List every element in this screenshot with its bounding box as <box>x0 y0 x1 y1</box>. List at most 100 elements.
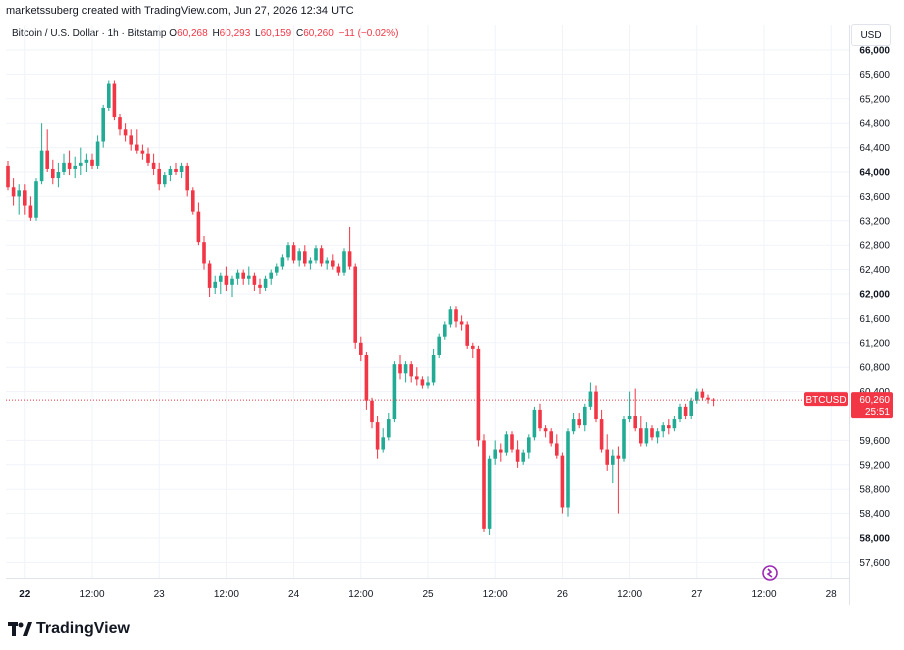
candle <box>471 342 475 359</box>
candle <box>224 266 229 291</box>
candle <box>678 403 682 423</box>
candle-body <box>426 382 430 386</box>
candle-body <box>275 266 279 273</box>
candle-body <box>56 172 61 179</box>
candle-body <box>241 272 245 279</box>
candle <box>342 248 346 276</box>
candle <box>588 382 593 410</box>
candle <box>700 388 705 401</box>
candle-body <box>219 275 223 282</box>
candle <box>73 156 77 179</box>
candle <box>627 391 632 423</box>
price-tick-label: 63,600 <box>859 192 890 203</box>
tradingview-logo[interactable]: TradingView <box>8 620 130 638</box>
candle-body <box>538 409 542 429</box>
candle-body <box>230 278 234 285</box>
candle-body <box>269 272 273 279</box>
candle <box>112 80 117 121</box>
tradingview-logo-icon <box>8 622 32 636</box>
candle <box>633 388 637 432</box>
candle-body <box>123 129 128 136</box>
candle <box>616 446 621 514</box>
candle <box>219 272 223 294</box>
candle <box>62 153 66 176</box>
low-label: L <box>255 28 261 39</box>
candle-body <box>79 162 83 166</box>
candle <box>566 428 570 517</box>
candle-body <box>599 419 604 450</box>
symbol-tag: BTCUSD <box>805 395 846 406</box>
currency-button[interactable]: USD <box>851 24 891 46</box>
price-tick-label: 59,200 <box>859 460 890 471</box>
candle <box>45 129 49 172</box>
candle-body <box>583 406 587 426</box>
time-tick-label: 12:00 <box>483 589 508 600</box>
candle <box>179 162 184 179</box>
candle <box>403 361 408 383</box>
candle-body <box>493 449 497 459</box>
candle <box>17 184 21 215</box>
candle-body <box>17 190 21 197</box>
candle-body <box>409 364 413 377</box>
candle <box>375 416 380 459</box>
candle <box>521 449 525 465</box>
candle-body <box>252 275 257 285</box>
close-value: 60,260 <box>303 28 334 39</box>
candle-body <box>179 165 184 172</box>
candle <box>118 114 122 136</box>
candle-body <box>398 364 402 374</box>
spark-icon[interactable] <box>762 565 778 581</box>
candle-body <box>510 434 514 450</box>
candle-body <box>633 416 637 429</box>
candle <box>213 275 217 294</box>
candle-body <box>314 248 318 261</box>
candle-body <box>319 248 324 264</box>
candle <box>252 272 257 291</box>
candle <box>487 455 492 535</box>
candle-body <box>101 107 105 142</box>
candle-body <box>325 260 329 264</box>
candle <box>543 425 548 438</box>
candle-body <box>700 391 705 398</box>
candle <box>599 409 604 453</box>
candle <box>515 440 520 468</box>
candle-body <box>465 324 469 346</box>
candle <box>6 161 10 191</box>
time-tick-label: 12:00 <box>348 589 373 600</box>
candle <box>639 416 643 447</box>
candle-body <box>706 397 710 400</box>
price-tick-label: 64,400 <box>859 143 890 154</box>
time-tick-label: 26 <box>557 589 569 600</box>
time-tick-label: 24 <box>288 589 300 600</box>
candle <box>241 269 245 285</box>
candle-body <box>571 419 576 432</box>
candle <box>129 129 133 151</box>
candle-body <box>202 242 206 264</box>
candle-body <box>655 431 660 438</box>
candle <box>263 275 268 291</box>
candle-body <box>622 419 626 459</box>
candle-body <box>521 452 525 462</box>
candle-body <box>90 159 94 166</box>
high-label: H <box>212 28 220 39</box>
candle-body <box>336 266 341 273</box>
candle-body <box>297 251 301 261</box>
candle <box>157 162 161 191</box>
candle <box>23 184 27 215</box>
candle-body <box>303 251 307 264</box>
candle-body <box>527 437 531 453</box>
candle <box>431 348 436 386</box>
price-tick-label: 61,600 <box>859 314 890 325</box>
price-axis[interactable]: 57,60058,00058,40058,80059,20059,60060,4… <box>859 46 890 569</box>
time-axis[interactable]: 22 12:00 23 12:00 24 12:00 25 12:00 26 12:00 27 12:… <box>19 589 837 600</box>
candle <box>95 135 100 169</box>
candle-body <box>392 364 397 420</box>
candle <box>319 245 324 267</box>
candle-body <box>532 409 537 438</box>
price-tick-label: 65,200 <box>859 94 890 105</box>
candle-body <box>185 165 189 191</box>
time-tick-label: 28 <box>826 589 838 600</box>
candle-body <box>224 275 229 285</box>
open-label: O <box>169 28 178 39</box>
